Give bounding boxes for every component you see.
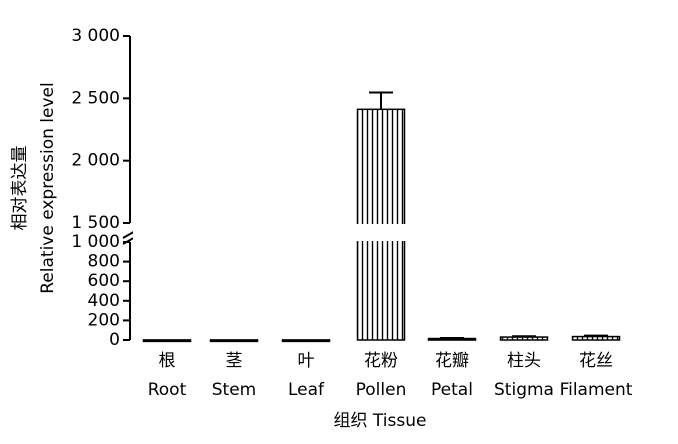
x-tick-label: Petal (431, 380, 473, 400)
x-tick-label: Stigma (494, 380, 554, 400)
x-tick-label: 叶 (298, 351, 315, 371)
y-axis-label: 相对表达量 Relative expression level (10, 82, 58, 294)
y-tick-label: 600 (88, 271, 120, 291)
x-tick-label: 根 (159, 351, 176, 371)
bar (209, 339, 259, 343)
x-axis-label: 组织 Tissue (334, 411, 427, 431)
x-tick-label: 柱头 (507, 351, 541, 371)
y-tick-label: 200 (88, 310, 120, 330)
bar (281, 339, 331, 343)
x-tick-label: 花瓣 (435, 351, 469, 371)
x-tick-label: Leaf (288, 380, 325, 400)
x-tick-label: 花粉 (364, 351, 398, 371)
bar (142, 339, 192, 343)
y-tick-label: 2 500 (71, 88, 120, 108)
x-tick-label: Root (148, 380, 187, 400)
y-tick-label: 0 (109, 330, 120, 350)
x-tick-label: Pollen (356, 380, 407, 400)
y-tick-label: 2 000 (71, 151, 120, 171)
y-tick-label: 800 (88, 252, 120, 272)
y-label-en: Relative expression level (38, 82, 58, 294)
y-tick-label: 1 500 (71, 213, 120, 233)
x-tick-label: Filament (560, 380, 633, 400)
x-tick-label: 茎 (226, 351, 243, 371)
y-tick-label: 3 000 (71, 26, 120, 46)
y-label-cn: 相对表达量 (10, 146, 30, 231)
bar (499, 336, 549, 341)
y-tick-label: 1 000 (71, 232, 120, 252)
break-gap (133, 224, 628, 241)
y-tick-label: 400 (88, 291, 120, 311)
x-tick-label: 花丝 (579, 351, 613, 371)
bar (571, 335, 621, 341)
x-tick-label: Stem (212, 380, 256, 400)
